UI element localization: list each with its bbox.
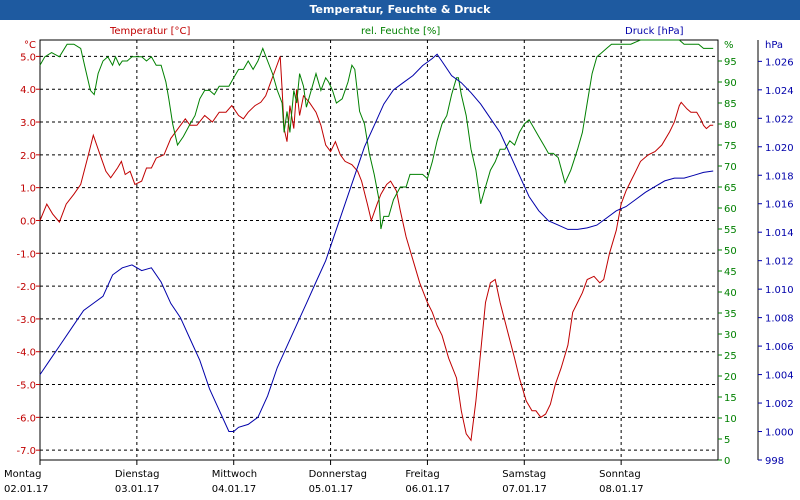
pressure-axis-title: Druck [hPa] [625, 26, 684, 37]
pressure-unit-label: hPa [765, 40, 783, 51]
x-tick-day-label: Samstag [502, 469, 546, 480]
humidity-tick-label: 60 [724, 204, 737, 215]
humidity-tick-label: 5 [724, 435, 730, 446]
temperature-tick-label: 4.0 [20, 85, 36, 96]
temperature-axis-title: Temperatur [°C] [109, 26, 190, 37]
weather-line-chart: Montag02.01.17Dienstag03.01.17Mittwoch04… [4, 26, 794, 495]
pressure-tick-label: 1.024 [765, 86, 794, 97]
humidity-tick-label: 55 [724, 225, 737, 236]
x-tick-day-label: Dienstag [115, 469, 160, 480]
temperature-tick-label: 1.0 [20, 184, 36, 195]
chart-title-bar: Temperatur, Feuchte & Druck [0, 0, 800, 20]
temperature-tick-label: -2.0 [16, 282, 36, 293]
humidity-tick-label: 50 [724, 246, 737, 257]
humidity-axis-title: rel. Feuchte [%] [361, 26, 440, 37]
temperature-unit-label: °C [24, 40, 36, 51]
pressure-tick-label: 1.014 [765, 228, 794, 239]
pressure-tick-label: 1.020 [765, 143, 794, 154]
grid-lines [40, 40, 718, 460]
x-tick-day-label: Donnerstag [309, 469, 367, 480]
humidity-tick-label: 90 [724, 78, 737, 89]
pressure-tick-label: 1.006 [765, 342, 794, 353]
humidity-tick-label: 65 [724, 183, 737, 194]
humidity-tick-label: 0 [724, 456, 730, 467]
temperature-tick-label: -4.0 [16, 348, 36, 359]
x-tick-date-label: 08.01.17 [599, 484, 644, 495]
temperature-tick-label: -1.0 [16, 249, 36, 260]
humidity-tick-label: 35 [724, 309, 737, 320]
pressure-tick-label: 1.026 [765, 57, 794, 68]
pressure-tick-label: 1.012 [765, 257, 794, 268]
temperature-tick-label: -3.0 [16, 315, 36, 326]
pressure-tick-label: 1.008 [765, 314, 794, 325]
humidity-tick-label: 80 [724, 120, 737, 131]
temperature-tick-label: -5.0 [16, 381, 36, 392]
pressure-tick-label: 1.010 [765, 285, 794, 296]
humidity-tick-label: 30 [724, 330, 737, 341]
x-tick-date-label: 03.01.17 [115, 484, 160, 495]
x-tick-day-label: Sonntag [599, 469, 641, 480]
temperature-tick-label: 3.0 [20, 118, 36, 129]
pressure-tick-label: 1.002 [765, 399, 794, 410]
x-tick-date-label: 04.01.17 [212, 484, 257, 495]
plot-frame [39, 39, 719, 461]
temperature-tick-label: 0.0 [20, 216, 36, 227]
pressure-tick-label: 998 [765, 456, 784, 467]
humidity-tick-label: 40 [724, 288, 737, 299]
pressure-tick-label: 1.000 [765, 428, 794, 439]
temperature-tick-label: -7.0 [16, 446, 36, 457]
humidity-tick-label: 95 [724, 57, 737, 68]
x-tick-date-label: 06.01.17 [405, 484, 450, 495]
x-tick-date-label: 07.01.17 [502, 484, 547, 495]
pressure-tick-label: 1.016 [765, 200, 794, 211]
axis-labels: Montag02.01.17Dienstag03.01.17Mittwoch04… [4, 26, 794, 495]
humidity-tick-label: 10 [724, 414, 737, 425]
pressure-line [39, 53, 714, 432]
temperature-tick-label: 2.0 [20, 151, 36, 162]
humidity-tick-label: 20 [724, 372, 737, 383]
humidity-tick-label: 15 [724, 393, 737, 404]
x-tick-date-label: 02.01.17 [4, 484, 49, 495]
humidity-tick-label: 85 [724, 99, 737, 110]
pressure-tick-label: 1.022 [765, 114, 794, 125]
humidity-unit-label: % [724, 40, 734, 51]
pressure-tick-label: 1.018 [765, 171, 794, 182]
series-lines [39, 39, 714, 442]
x-tick-day-label: Montag [4, 469, 41, 480]
temperature-tick-label: -6.0 [16, 413, 36, 424]
x-tick-day-label: Mittwoch [212, 469, 257, 480]
x-tick-date-label: 05.01.17 [309, 484, 354, 495]
axes [36, 39, 762, 465]
x-tick-day-label: Freitag [405, 469, 439, 480]
humidity-tick-label: 45 [724, 267, 737, 278]
humidity-tick-label: 70 [724, 162, 737, 173]
pressure-tick-label: 1.004 [765, 371, 794, 382]
humidity-line [39, 39, 714, 230]
temperature-line [39, 56, 714, 442]
humidity-tick-label: 25 [724, 351, 737, 362]
humidity-tick-label: 75 [724, 141, 737, 152]
temperature-tick-label: 5.0 [20, 52, 36, 63]
